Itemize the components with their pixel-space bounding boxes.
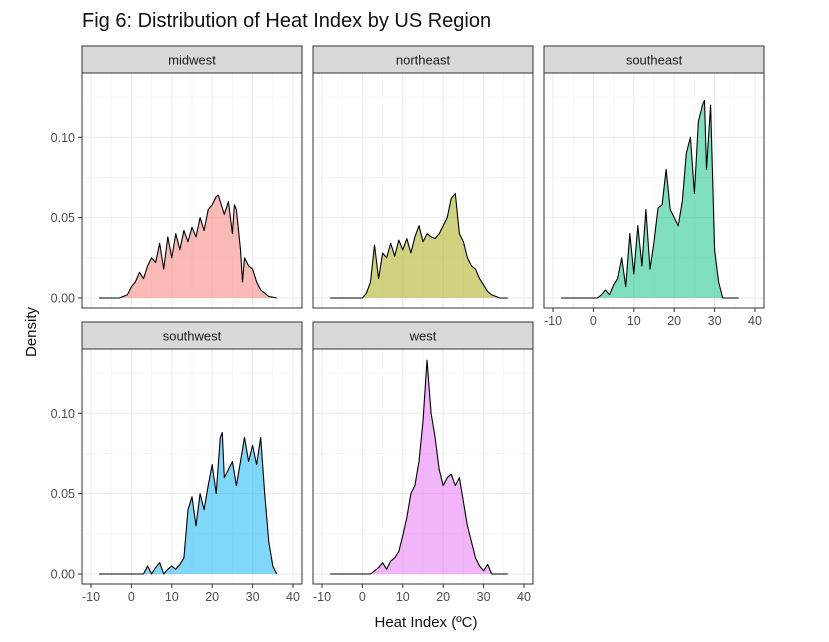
density-line-southeast [561,99,739,299]
facet-panel-southeast: southeast -10 0 10 20 30 40 [543,45,765,328]
y-tick-label: 0.05 [51,487,75,501]
x-tick-label: -10 [313,590,331,604]
density-area-southwest [99,432,277,574]
x-tick-label: -10 [544,314,562,328]
facet-panel-southwest: southwest 0.00 0.05 0.10 -10 0 10 20 30 40 [51,321,303,604]
facet-strip [312,321,534,350]
x-tick-label: 20 [667,314,681,328]
y-tick-label: 0.00 [51,568,75,582]
x-axis-title: Heat Index (ºC) [374,614,477,631]
facet-panel-west: west -10 0 10 20 30 40 [312,321,534,604]
x-tick-label: 10 [396,590,410,604]
facet-strip-label: southwest [163,329,222,344]
facet-strip [543,45,765,74]
facet-strip-label: west [409,329,437,344]
x-tick-label: 0 [128,590,135,604]
facet-panel-midwest: midwest 0.00 0.05 0.10 [51,45,303,309]
density-area-west [330,360,508,574]
x-tick-label: -10 [82,590,100,604]
density-line-midwest [99,194,277,299]
y-axis-title: Density [23,306,40,357]
facet-strip [312,45,534,74]
x-tick-label: 40 [748,314,762,328]
facet-strip [81,321,303,350]
density-area-northeast [330,193,508,298]
density-area-midwest [99,195,277,298]
facet-strip-label: southeast [626,53,683,68]
density-line-northeast [330,192,508,299]
y-tick-label: 0.10 [51,131,75,145]
y-tick-label: 0.10 [51,407,75,421]
y-tick-label: 0.00 [51,292,75,306]
panels-layer: midwest 0.00 0.05 0.10 northeast southeast -10… [51,45,765,604]
facet-panel-northeast: northeast [312,45,534,309]
x-tick-label: 30 [477,590,491,604]
x-tick-label: 10 [165,590,179,604]
facet-strip-label: northeast [396,53,451,68]
facet-strip [81,45,303,74]
x-tick-label: 20 [436,590,450,604]
x-tick-label: 0 [359,590,366,604]
x-tick-label: 30 [708,314,722,328]
density-line-west [330,359,508,575]
x-tick-label: 0 [590,314,597,328]
x-tick-label: 30 [246,590,260,604]
density-area-southeast [561,100,739,298]
chart-title: Fig 6: Distribution of Heat Index by US … [82,10,492,32]
x-tick-label: 20 [205,590,219,604]
x-tick-label: 10 [627,314,641,328]
density-line-southwest [99,431,278,575]
x-tick-label: 40 [517,590,531,604]
x-tick-label: 40 [286,590,300,604]
facet-strip-label: midwest [168,53,216,68]
y-tick-label: 0.05 [51,211,75,225]
